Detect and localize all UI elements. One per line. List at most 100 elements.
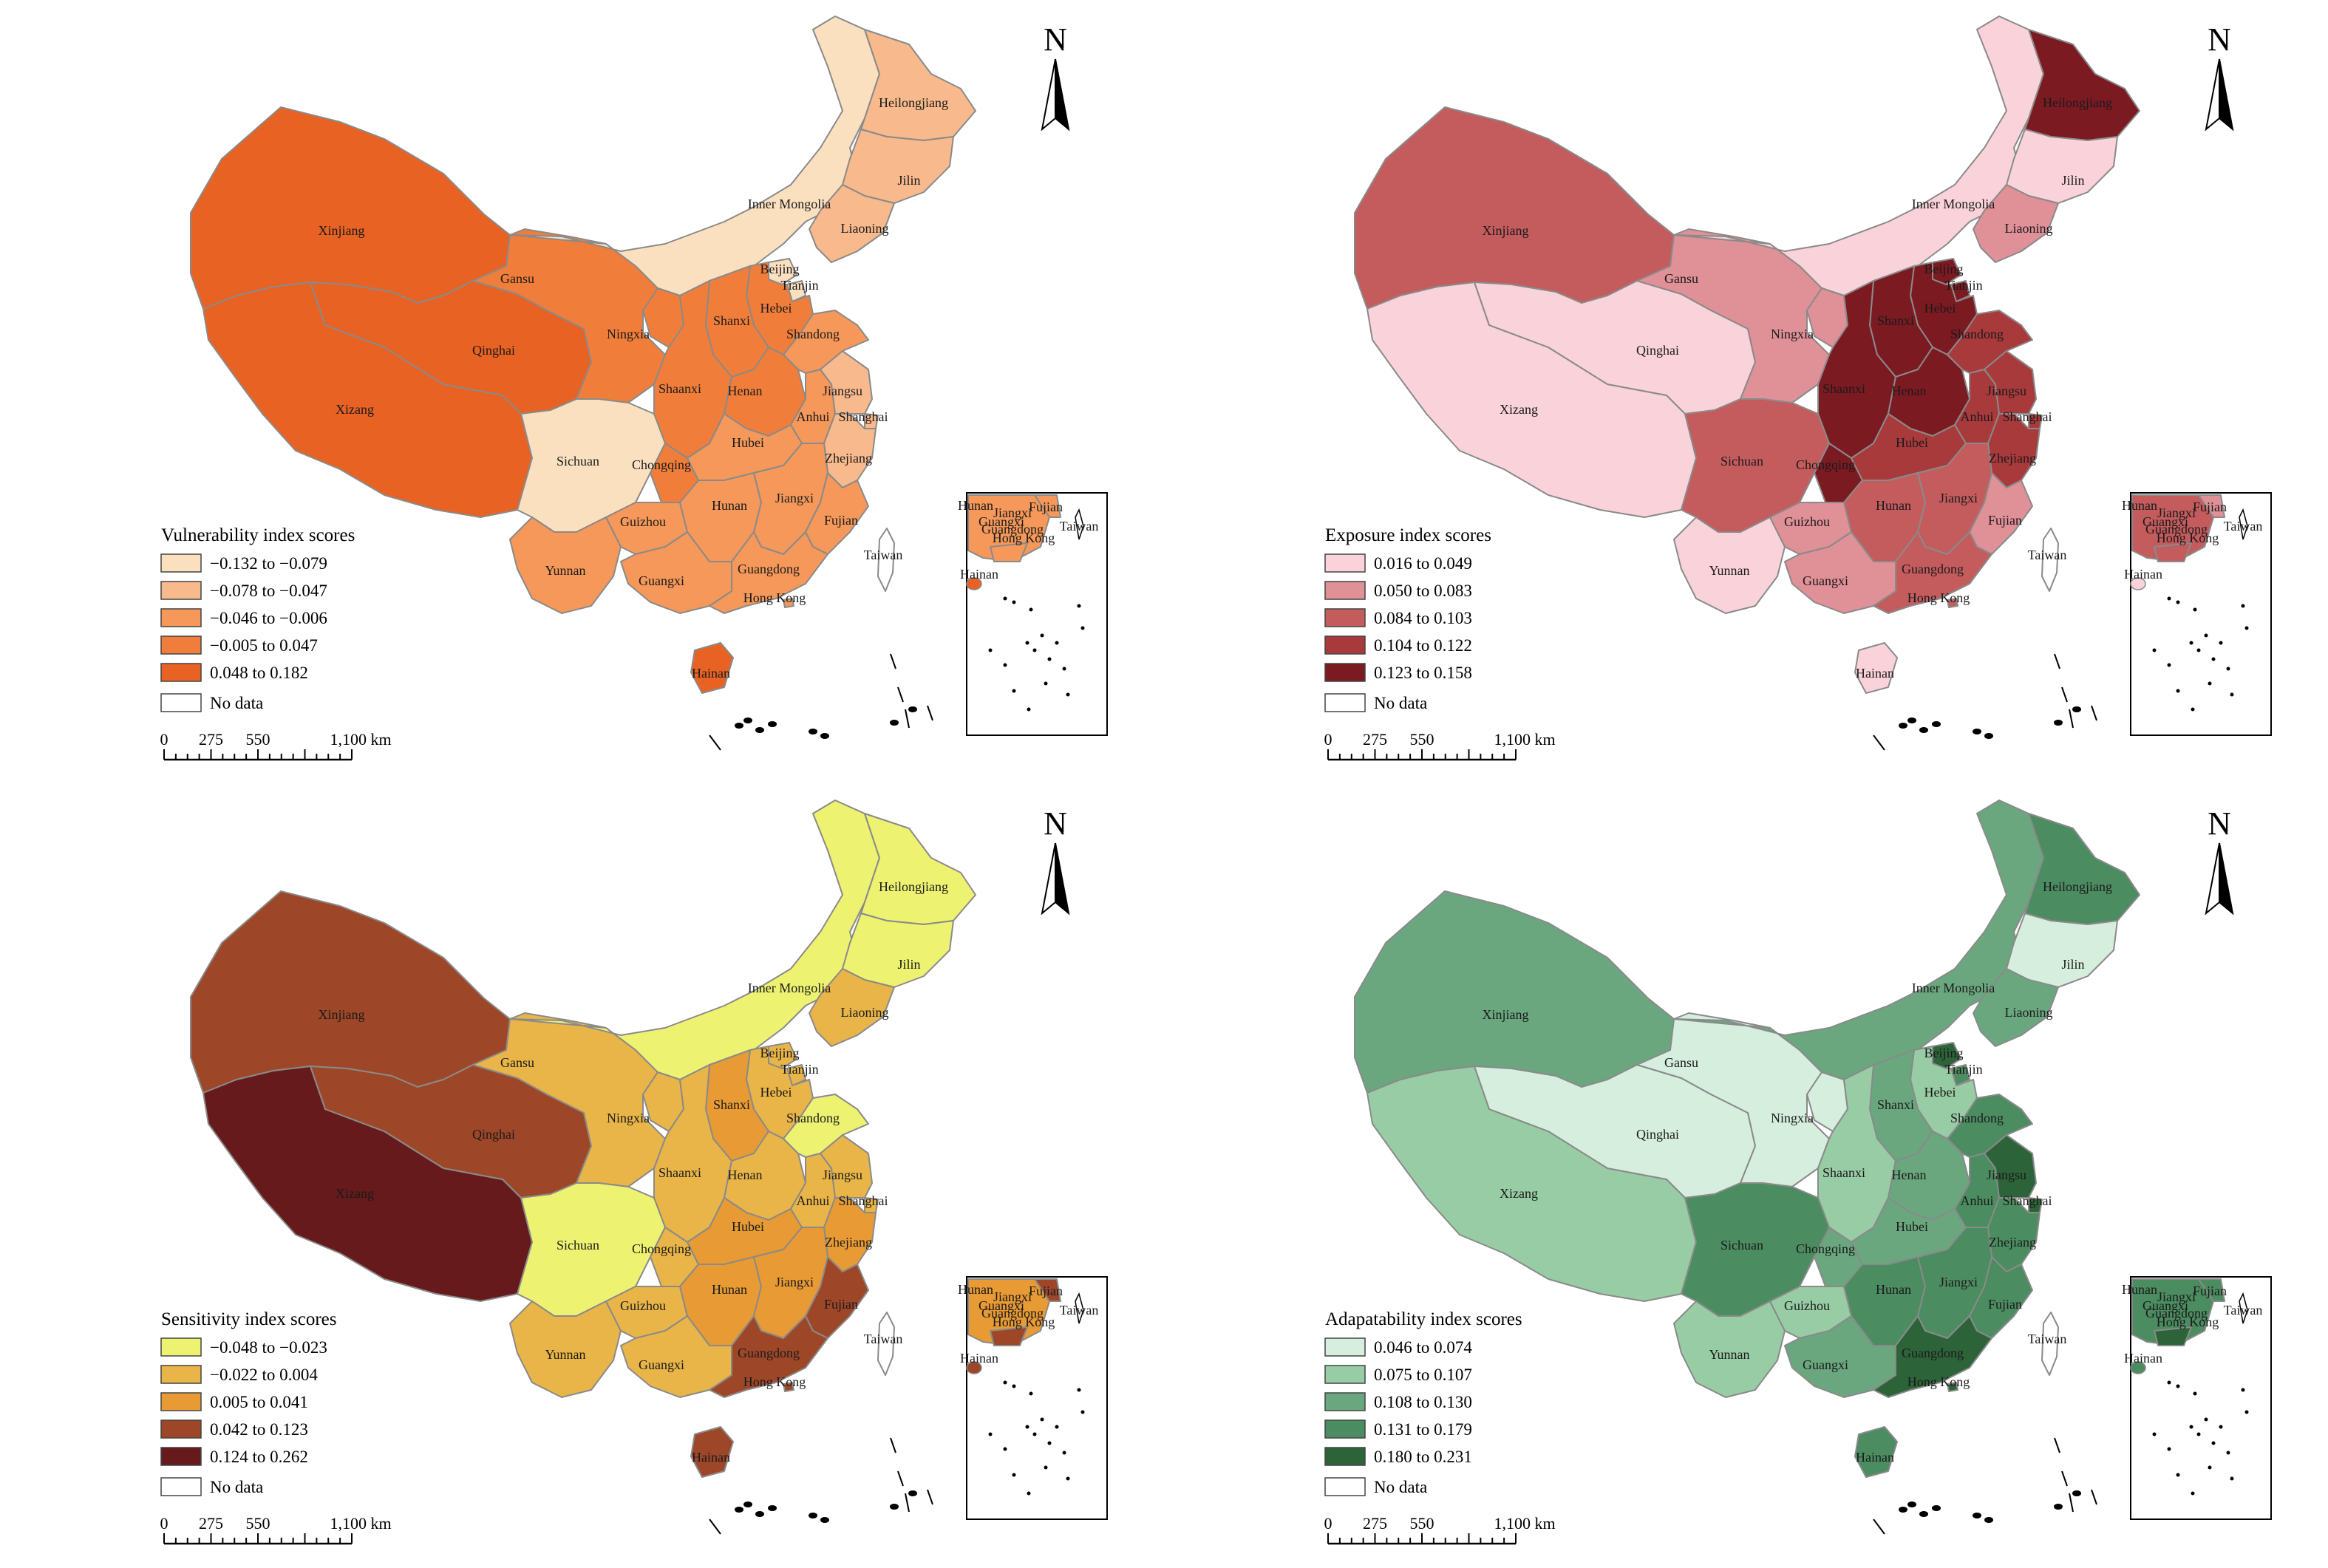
label-beijing: Beijing	[1924, 1046, 1964, 1060]
label-qinghai: Qinghai	[1636, 1127, 1679, 1142]
label-shanxi: Shanxi	[1877, 1097, 1914, 1112]
legend-swatch	[1324, 1392, 1366, 1411]
inset-taiwan	[2239, 1292, 2248, 1324]
inset-label-guangdong: Guangdong	[981, 1306, 1044, 1320]
label-heilongjiang: Heilongjiang	[879, 879, 948, 894]
vulnerability-province-labels: Xinjiang Xizang Qinghai Gansu Inner Mongolia…	[319, 95, 948, 681]
island-mark	[2054, 720, 2063, 726]
label-hainan: Hainan	[1856, 1450, 1894, 1465]
label-fujian: Fujian	[824, 1297, 858, 1312]
label-henan: Henan	[728, 384, 763, 398]
north-arrow-left	[1041, 842, 1056, 916]
inset-island-mark	[1044, 1465, 1048, 1470]
legend-swatch	[1324, 553, 1366, 573]
label-sichuan: Sichuan	[1721, 1238, 1763, 1252]
province-shandong	[1947, 310, 2033, 374]
island-mark	[1973, 729, 1981, 734]
inset-island-mark	[2244, 626, 2249, 630]
inset-label-hong-kong: Hong Kong	[993, 1315, 1055, 1329]
province-gansu	[472, 1012, 666, 1187]
inset-label-hunan: Hunan	[2122, 1282, 2157, 1297]
inset-island-mark	[1044, 681, 1048, 686]
label-sichuan: Sichuan	[557, 454, 599, 468]
province-yunnan	[1673, 517, 1786, 614]
legend-swatch	[1324, 1365, 1366, 1384]
legend-title: Sensitivity index scores	[161, 1309, 336, 1329]
inset-island-mark	[1012, 600, 1016, 604]
legend-swatch	[160, 1447, 202, 1466]
inset-island-mark	[1027, 1491, 1031, 1496]
province-heilongjiang	[2024, 29, 2140, 141]
label-chongqing: Chongqing	[1796, 457, 1855, 472]
north-arrow-right	[2219, 58, 2234, 132]
label-anhui: Anhui	[1961, 409, 1994, 424]
label-xinjiang: Xinjiang	[319, 223, 365, 238]
inset-island-mark	[1029, 1391, 1033, 1396]
province-xinjiang	[190, 106, 511, 310]
label-jiangsu: Jiangsu	[1987, 1168, 2026, 1182]
label-shanxi: Shanxi	[713, 1097, 750, 1112]
island-mark	[743, 1501, 752, 1507]
province-liaoning	[809, 184, 895, 263]
province-heilongjiang	[860, 813, 976, 925]
north-arrow: N	[2205, 805, 2234, 916]
label-jilin: Jilin	[2061, 957, 2084, 972]
province-guangdong	[1873, 1315, 1992, 1398]
legend-swatch	[1324, 1447, 1366, 1466]
inset-label-hainan: Hainan	[2124, 567, 2162, 582]
scale-tick-label: 1,100 km	[1494, 730, 1555, 749]
label-shaanxi: Shaanxi	[658, 1165, 701, 1180]
scale-tick-label: 1,100 km	[330, 730, 391, 749]
legend-title: Exposure index scores	[1325, 525, 1491, 545]
label-xizang: Xizang	[336, 402, 374, 417]
north-arrow-left	[2205, 842, 2220, 916]
label-fujian: Fujian	[1988, 1297, 2022, 1312]
legend-item-label: 0.104 to 0.122	[1374, 636, 1472, 655]
label-hong-kong: Hong Kong	[743, 590, 806, 605]
province-hong-kong	[783, 1382, 794, 1392]
inset-label-jiangxi: Jiangxi	[993, 1289, 1032, 1304]
island-mark	[743, 717, 752, 723]
label-beijing: Beijing	[760, 1046, 800, 1060]
adaptability-map-panel: Xinjiang Xizang Qinghai Gansu Inner Mongolia…	[1324, 800, 2272, 1545]
island-mark	[735, 723, 743, 729]
province-yunnan	[1673, 1301, 1786, 1398]
inset-label-guangxi: Guangxi	[978, 514, 1024, 529]
province-xinjiang	[190, 890, 511, 1094]
province-shandong	[783, 310, 869, 374]
inset-island-mark	[1055, 641, 1059, 645]
sensitivity-islands	[709, 1437, 933, 1535]
label-jiangsu: Jiangsu	[823, 384, 862, 398]
vulnerability-legend: Vulnerability index scores −0.132 to −0.0…	[160, 525, 355, 712]
label-guangxi: Guangxi	[639, 1357, 684, 1372]
legend-swatch	[160, 581, 202, 600]
island-mark	[2054, 1504, 2063, 1510]
island-mark	[1907, 1501, 1916, 1507]
inset-island-mark	[2167, 1447, 2171, 1451]
inset-label-jiangxi: Jiangxi	[993, 505, 1032, 520]
island-mark	[820, 1517, 829, 1523]
scale-tick-label: 275	[1363, 730, 1387, 749]
inset-island-mark	[2176, 689, 2180, 693]
sensitivity-map-panel: Xinjiang Xizang Qinghai Gansu Inner Mongolia…	[160, 800, 1108, 1545]
label-ningxia: Ningxia	[1771, 1111, 1814, 1125]
inset-label-jiangxi: Jiangxi	[2157, 1289, 2196, 1304]
legend-item-label: −0.048 to −0.023	[210, 1338, 327, 1357]
inset-island-mark	[2176, 600, 2180, 604]
label-beijing: Beijing	[1924, 262, 1964, 276]
province-hainan	[690, 642, 734, 694]
label-shaanxi: Shaanxi	[1822, 1165, 1865, 1180]
label-anhui: Anhui	[797, 1193, 830, 1208]
label-shanghai: Shanghai	[2003, 409, 2052, 424]
scale-tick-label: 275	[199, 730, 223, 749]
inset-island-mark	[2244, 1410, 2249, 1414]
north-arrow: N	[2205, 21, 2234, 132]
legend-item-label: 0.131 to 0.179	[1374, 1420, 1472, 1439]
sensitivity-provinces	[190, 800, 976, 1478]
inset-label-taiwan: Taiwan	[1060, 519, 1099, 534]
inset-island-mark	[2196, 1432, 2201, 1436]
adaptability-islands	[1873, 1437, 2097, 1535]
scale-tick-label: 550	[246, 1514, 270, 1533]
label-jilin: Jilin	[2061, 173, 2084, 188]
